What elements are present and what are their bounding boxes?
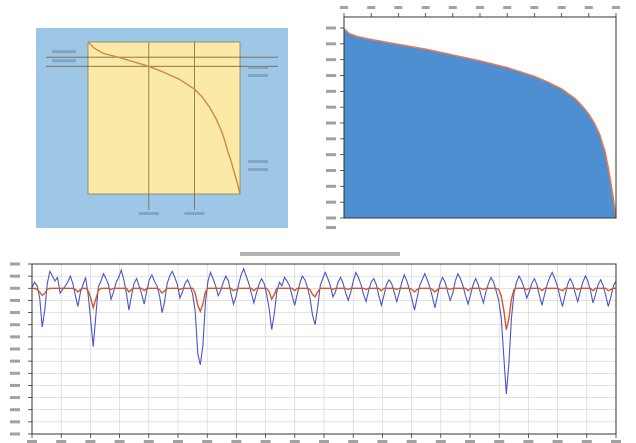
duration-curve-x-tick-label <box>367 6 376 9</box>
duration-curve-x-tick-label <box>530 6 539 9</box>
duration-curve-x-tick-label <box>612 6 620 9</box>
duration-curve-y-tick-label <box>326 26 336 30</box>
time-series-y-tick-label <box>10 420 20 424</box>
time-series-panel <box>10 252 621 443</box>
duration-curve-y-tick-label <box>326 42 336 46</box>
time-series-red-line <box>32 287 616 330</box>
time-series-x-tick-label <box>348 440 359 443</box>
duration-curve-x-tick-label <box>448 6 457 9</box>
time-series-grid <box>31 263 617 435</box>
duration-curve-y-tick-label <box>326 169 336 172</box>
time-series-x-tick-label <box>85 440 96 443</box>
time-series-y-tick-label <box>10 408 20 412</box>
schematic-bottom-label <box>184 212 205 215</box>
time-series-caption-mark <box>240 252 400 256</box>
time-series-x-tick-label <box>494 440 505 443</box>
time-series-y-tick-label <box>10 274 20 278</box>
duration-curve-x-tick-label <box>340 6 348 9</box>
time-series-y-tick-label <box>10 371 20 375</box>
time-series-x-tick-label <box>202 440 213 443</box>
duration-curve-y-tick-label <box>326 89 336 93</box>
duration-curve-ticks <box>326 6 620 229</box>
duration-curve-area <box>344 28 616 218</box>
time-series-x-tick-label <box>406 440 417 443</box>
schematic-left-label <box>52 59 76 63</box>
schematic-right-label <box>248 66 268 69</box>
time-series-x-tick-label <box>611 440 621 443</box>
time-series-x-tick-label <box>173 440 183 443</box>
time-series-blue-line <box>31 267 617 394</box>
time-series-y-tick-label <box>10 383 20 387</box>
duration-curve-y-tick-label <box>326 105 336 109</box>
schematic-curve <box>87 41 241 195</box>
time-series-ticks <box>10 252 621 443</box>
duration-curve-corner-label <box>326 226 336 229</box>
time-series-y-tick-label <box>10 311 20 315</box>
duration-curve-y-tick-label <box>326 184 336 188</box>
duration-curve-y-tick-label <box>326 200 336 204</box>
duration-curve-y-tick-label <box>326 153 336 157</box>
time-series-y-tick-label <box>10 359 20 363</box>
duration-curve-x-tick-label <box>421 6 430 9</box>
time-series-x-tick-label <box>260 440 271 443</box>
schematic-right-label <box>248 74 268 77</box>
time-series-y-tick-label <box>10 432 20 436</box>
time-series-x-tick-label <box>377 440 388 443</box>
schematic-right-label <box>248 160 268 163</box>
schematic-guide-lines <box>46 42 278 215</box>
time-series-y-tick-label <box>10 347 20 351</box>
schematic-bottom-label <box>138 212 159 215</box>
schematic-right-label <box>248 168 268 171</box>
time-series-x-tick-label <box>289 440 300 443</box>
time-series-x-tick-label <box>56 440 67 443</box>
time-series-x-tick-label <box>27 440 37 443</box>
time-series-x-tick-label <box>552 440 563 443</box>
duration-curve-panel <box>326 6 620 229</box>
duration-curve-y-tick-label <box>326 216 336 220</box>
time-series-x-tick-label <box>435 440 446 443</box>
duration-curve-y-tick-label <box>326 58 336 62</box>
time-series-y-tick-label <box>10 262 20 266</box>
time-series-x-tick-label <box>523 440 534 443</box>
duration-curve-x-tick-label <box>394 6 403 9</box>
duration-curve-edge <box>343 28 617 219</box>
duration-curve-y-tick-label <box>326 74 336 77</box>
duration-curve-x-tick-label <box>476 6 484 9</box>
time-series-y-tick-label <box>10 286 20 290</box>
time-series-y-tick-label <box>10 298 20 302</box>
duration-curve-x-tick-label <box>503 6 512 9</box>
time-series-y-tick-label <box>10 323 20 327</box>
time-series-y-tick-label <box>10 335 20 339</box>
time-series-x-tick-label <box>465 440 475 443</box>
schematic-left-label <box>52 50 76 54</box>
duration-curve-y-tick-label <box>326 121 336 125</box>
time-series-x-tick-label <box>143 440 154 443</box>
schematic-panel <box>36 28 288 228</box>
time-series-x-tick-label <box>114 440 125 443</box>
time-series-y-tick-label <box>10 396 20 400</box>
schematic-plot-area <box>87 41 241 195</box>
time-series-x-tick-label <box>319 440 329 443</box>
duration-curve-y-tick-label <box>326 137 336 141</box>
duration-curve-x-tick-label <box>557 6 566 9</box>
time-series-x-tick-label <box>231 440 242 443</box>
duration-curve-x-tick-label <box>584 6 593 9</box>
time-series-x-tick-label <box>581 440 592 443</box>
